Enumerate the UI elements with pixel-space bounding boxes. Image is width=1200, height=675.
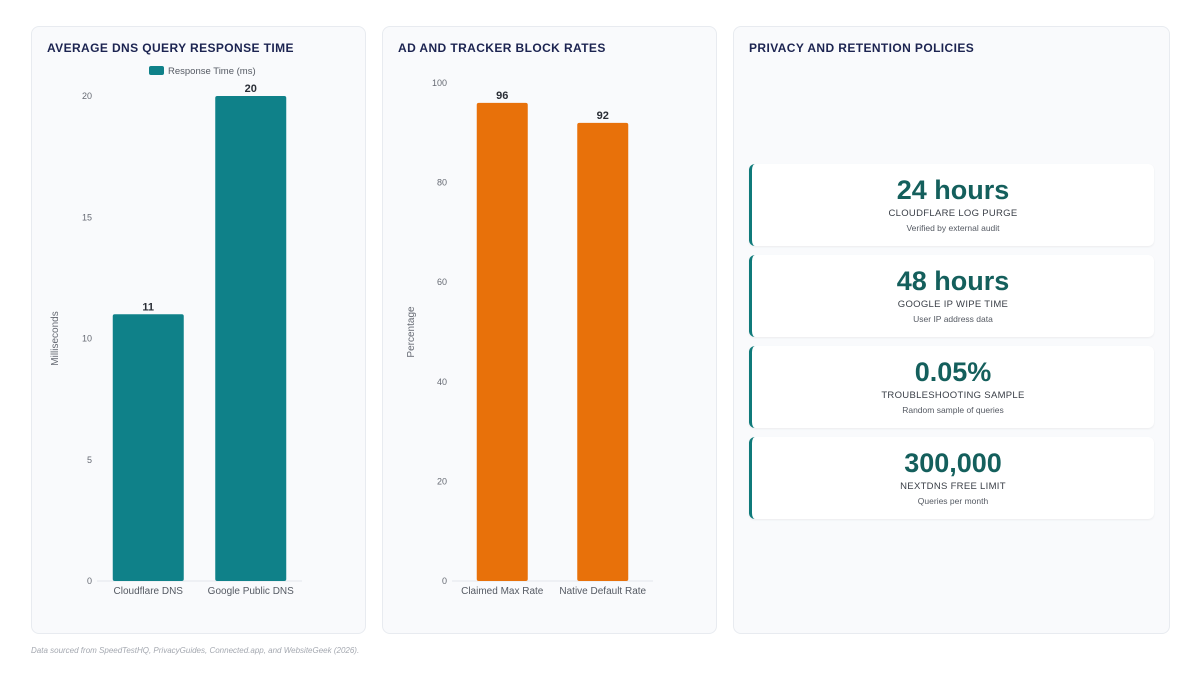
x-tick-label: Claimed Max Rate xyxy=(461,586,544,597)
dns-response-chart: 0 5 10 15 20 Milliseconds Response Time (ms) 11… xyxy=(50,66,302,597)
stat-card-nextdns-limit: 300,000 NEXTDNS FREE LIMIT Queries per m… xyxy=(749,437,1154,519)
stat-label: TROUBLESHOOTING SAMPLE xyxy=(881,390,1025,401)
stat-value: 0.05% xyxy=(914,357,992,387)
legend-swatch xyxy=(149,66,164,75)
legend-entry: Response Time (ms) xyxy=(168,66,256,77)
bar xyxy=(577,122,629,581)
y-axis-title: Percentage xyxy=(406,306,417,358)
dns-chart-title: AVERAGE DNS QUERY RESPONSE TIME xyxy=(47,41,294,55)
y-tick-label: 80 xyxy=(437,178,447,188)
data-label: 92 xyxy=(597,110,609,122)
data-label: 20 xyxy=(245,83,257,95)
data-label: 11 xyxy=(142,301,154,313)
stat-sub: Verified by external audit xyxy=(906,223,1000,233)
y-tick-label: 15 xyxy=(82,212,92,222)
x-tick-label: Cloudflare DNS xyxy=(114,586,184,597)
y-tick-label: 60 xyxy=(437,277,447,287)
y-tick-label: 100 xyxy=(432,78,447,88)
stat-label: CLOUDFLARE LOG PURGE xyxy=(888,208,1018,219)
bar xyxy=(215,96,287,581)
privacy-panel: PRIVACY AND RETENTION POLICIES 24 hours … xyxy=(733,26,1170,634)
block-rate-panel: AD AND TRACKER BLOCK RATES 0 20 40 60 80 100 P… xyxy=(382,26,717,634)
y-tick-label: 0 xyxy=(87,576,92,586)
y-tick-label: 10 xyxy=(82,334,92,344)
dns-response-panel: AVERAGE DNS QUERY RESPONSE TIME 0 5 10 15 20… xyxy=(31,26,366,634)
y-tick-label: 20 xyxy=(82,91,92,101)
bar xyxy=(476,102,528,582)
stat-card-troubleshooting: 0.05% TROUBLESHOOTING SAMPLE Random samp… xyxy=(749,346,1154,428)
stat-value: 48 hours xyxy=(896,266,1010,296)
privacy-title: PRIVACY AND RETENTION POLICIES xyxy=(749,41,975,55)
stat-sub: User IP address data xyxy=(913,314,993,324)
source-footnote: Data sourced from SpeedTestHQ, PrivacyGu… xyxy=(31,646,360,655)
y-tick-label: 0 xyxy=(442,576,447,586)
y-axis-title: Milliseconds xyxy=(50,311,61,365)
y-tick-label: 5 xyxy=(87,455,92,465)
stat-sub: Queries per month xyxy=(917,496,989,506)
bar xyxy=(112,314,184,581)
y-tick-label: 40 xyxy=(437,377,447,387)
stat-value: 24 hours xyxy=(896,175,1010,205)
x-tick-label: Google Public DNS xyxy=(208,586,294,597)
stat-label: NEXTDNS FREE LIMIT xyxy=(900,481,1006,492)
stat-sub: Random sample of queries xyxy=(902,405,1004,415)
stat-card-log-purge: 24 hours CLOUDFLARE LOG PURGE Verified b… xyxy=(749,164,1154,246)
stat-label: GOOGLE IP WIPE TIME xyxy=(897,299,1009,310)
block-chart-title: AD AND TRACKER BLOCK RATES xyxy=(398,41,606,55)
x-tick-label: Native Default Rate xyxy=(559,586,646,597)
y-tick-label: 20 xyxy=(437,476,447,486)
stat-card-ip-wipe: 48 hours GOOGLE IP WIPE TIME User IP add… xyxy=(749,255,1154,337)
block-rate-chart: 0 20 40 60 80 100 Percentage 96 Claimed Max Rate… xyxy=(406,78,653,597)
stat-value: 300,000 xyxy=(904,448,1002,478)
data-label: 96 xyxy=(496,90,508,102)
